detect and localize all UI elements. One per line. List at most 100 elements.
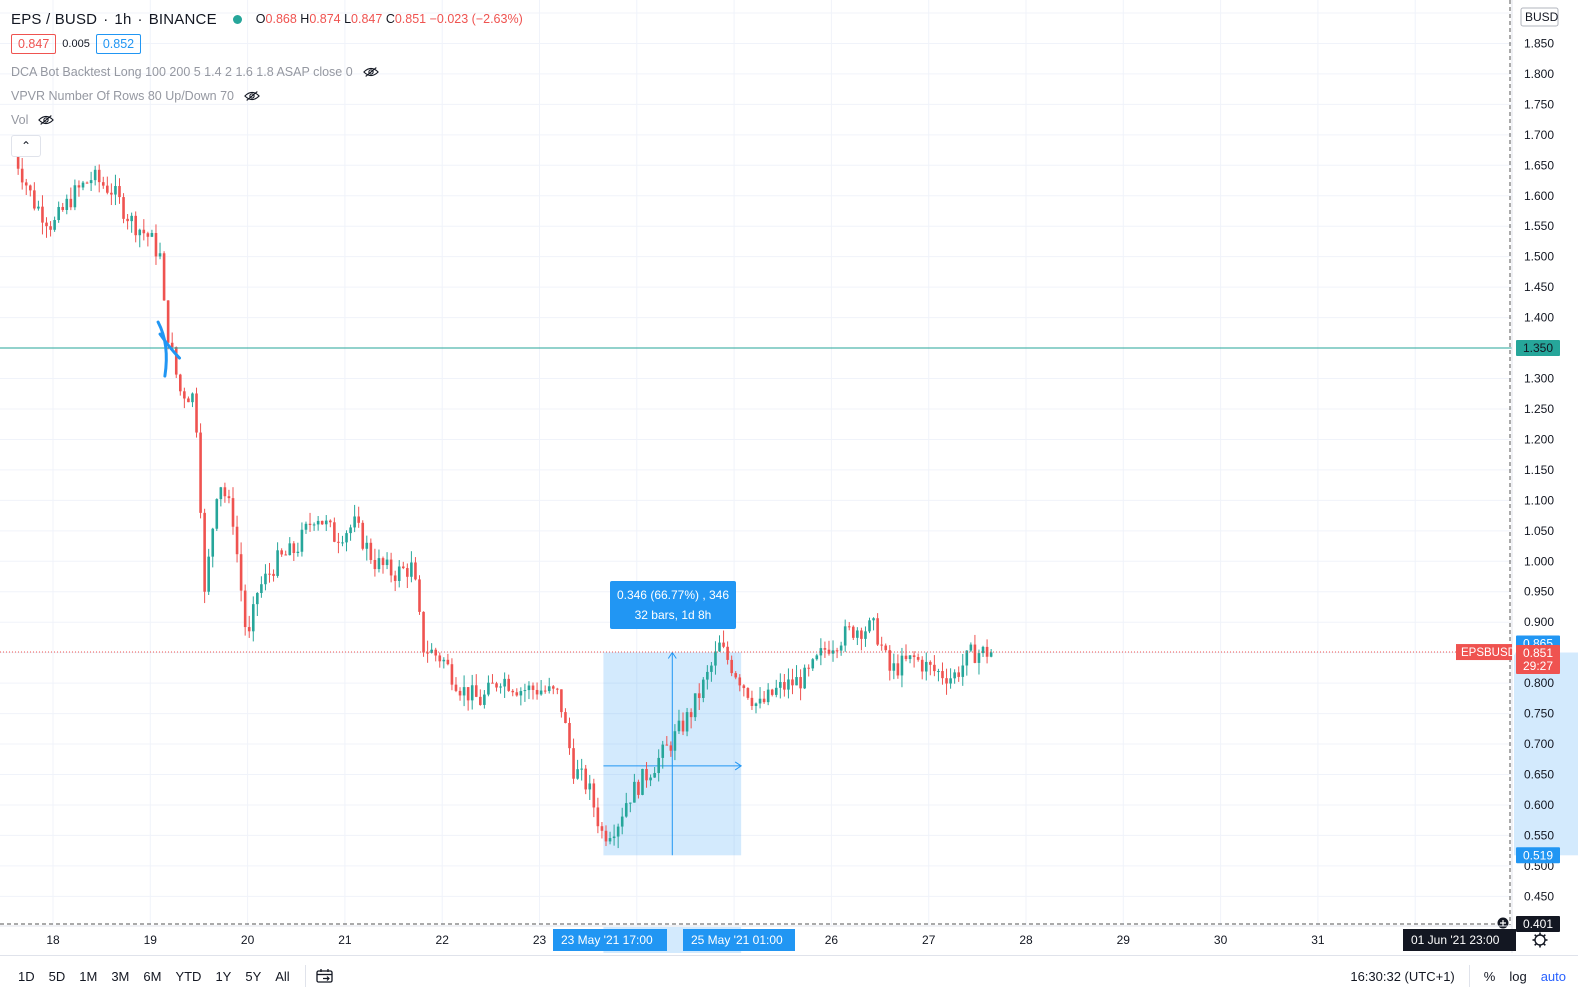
candle-body — [458, 690, 462, 696]
candle-body — [397, 566, 401, 581]
indicator-vol[interactable]: Vol — [11, 108, 523, 132]
price-axis-bg[interactable] — [1512, 0, 1578, 955]
range-end-time-tag: 25 May '21 01:00 — [683, 929, 795, 951]
candle-body — [85, 182, 89, 184]
range-button-3m[interactable]: 3M — [111, 968, 130, 984]
candle-body — [33, 190, 36, 209]
range-button-5d[interactable]: 5D — [48, 968, 66, 984]
candle-body — [600, 826, 604, 831]
candle-body — [969, 644, 973, 651]
eye-off-icon[interactable] — [362, 66, 379, 78]
price-tick-label: 1.150 — [1524, 463, 1554, 477]
symbol-row[interactable]: EPS / BUSD · 1h · BINANCE O0.868 H0.874 … — [11, 8, 523, 30]
price-tick-label: 0.450 — [1524, 889, 1554, 903]
countdown-tag: 29:27 — [1516, 658, 1560, 675]
candle-body — [953, 672, 956, 679]
eye-off-icon[interactable] — [244, 90, 260, 102]
candle-body — [669, 745, 673, 751]
price-tick-label: 0.750 — [1524, 707, 1554, 721]
candle-body — [150, 233, 154, 237]
clock[interactable]: 16:30:32 (UTC+1) — [1350, 968, 1455, 984]
candle-body — [807, 667, 810, 669]
candle-body — [718, 642, 721, 652]
candle-body — [722, 642, 725, 647]
price-tick-label: 1.400 — [1524, 311, 1554, 325]
auto-scale-toggle[interactable]: auto — [1540, 968, 1566, 984]
candle-body — [572, 748, 575, 779]
symbol-exchange: BINANCE — [148, 10, 217, 28]
candle-body — [965, 650, 969, 666]
candle-body — [483, 694, 486, 705]
candle-body — [758, 698, 762, 704]
indicator-vpvr[interactable]: VPVR Number Of Rows 80 Up/Down 70 — [11, 84, 523, 108]
candle-body — [920, 659, 924, 672]
collapse-legend-button[interactable]: ⌃ — [11, 135, 41, 157]
candle-body — [264, 573, 267, 585]
candle-body — [868, 620, 871, 632]
candle-body — [438, 655, 442, 662]
gear-icon[interactable] — [1532, 932, 1548, 948]
price-tick-label: 1.450 — [1524, 280, 1554, 294]
candle-body — [260, 584, 263, 594]
candle-body — [884, 645, 888, 651]
currency-button-border[interactable] — [1520, 7, 1559, 27]
candle-body — [162, 253, 166, 301]
candle-body — [560, 689, 563, 713]
range-button-ytd[interactable]: YTD — [175, 968, 202, 984]
currency-label[interactable]: BUSD — [1525, 10, 1559, 24]
candle-body — [474, 685, 478, 697]
candle-body — [341, 542, 344, 544]
candle-body — [414, 562, 417, 580]
range-button-5y[interactable]: 5Y — [245, 968, 262, 984]
candle-body — [641, 768, 644, 795]
candle-body — [653, 773, 656, 778]
indicator-dca-bot[interactable]: DCA Bot Backtest Long 100 200 5 1.4 2 1.… — [11, 60, 523, 84]
candle-body — [106, 185, 109, 193]
percent-scale-toggle[interactable]: % — [1483, 968, 1496, 984]
candle-body — [304, 523, 308, 530]
candle-body — [16, 153, 20, 169]
range-button-all[interactable]: All — [275, 968, 290, 984]
plus-glyph — [1500, 920, 1506, 926]
candle-body — [543, 690, 547, 692]
candle-body — [243, 590, 247, 628]
symbol-pair[interactable]: EPS / BUSD — [11, 10, 98, 28]
range-bottom-price-tag: 0.519 — [1516, 847, 1560, 864]
crosshair-time-tag: 01 Jun '21 23:00 — [1403, 929, 1516, 951]
range-button-1m[interactable]: 1M — [79, 968, 98, 984]
range-button-1y[interactable]: 1Y — [215, 968, 232, 984]
hline-price-tag-bg — [1516, 340, 1560, 357]
range-button-6m[interactable]: 6M — [143, 968, 162, 984]
range-button-1d[interactable]: 1D — [18, 968, 35, 984]
candle-body — [211, 528, 215, 557]
symbol-interval[interactable]: 1h — [114, 10, 132, 28]
candle-body — [446, 659, 450, 665]
time-tick-label: 30 — [1214, 933, 1228, 947]
candle-body — [45, 222, 48, 227]
candle-body — [454, 684, 458, 691]
eye-off-icon[interactable] — [38, 114, 55, 126]
range-start-time-tag-text: 23 May '21 17:00 — [561, 933, 653, 947]
candle-body — [324, 520, 328, 525]
spread-value: 0.005 — [62, 38, 90, 50]
candle-body — [373, 559, 377, 570]
log-scale-toggle[interactable]: log — [1509, 968, 1527, 984]
chart-legend: EPS / BUSD · 1h · BINANCE O0.868 H0.874 … — [11, 8, 523, 132]
candle-body — [608, 838, 612, 842]
candle-body — [422, 611, 425, 653]
candle-body — [81, 182, 85, 188]
goto-date-icon[interactable] — [316, 968, 334, 984]
market-status-icon — [232, 14, 242, 24]
bid-price[interactable]: 0.847 — [11, 34, 57, 54]
candle-body — [620, 816, 624, 827]
candle-body — [235, 526, 239, 555]
ask-price[interactable]: 0.852 — [95, 34, 142, 54]
candle-body — [101, 182, 105, 186]
candle-body — [170, 342, 174, 348]
candle-body — [126, 218, 129, 222]
candle-body — [466, 687, 470, 701]
time-tick-label: 26 — [825, 933, 839, 947]
candle-body — [957, 672, 961, 677]
candle-body — [697, 693, 701, 698]
